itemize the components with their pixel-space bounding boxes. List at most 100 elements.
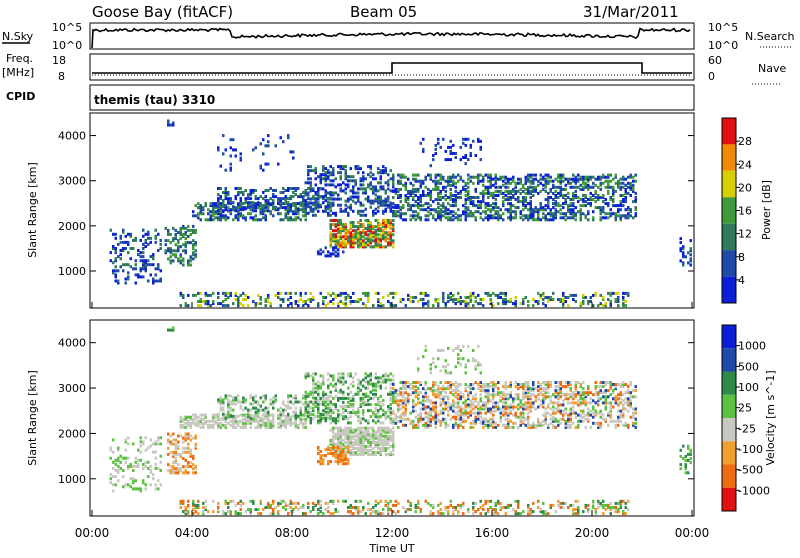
data-cell [250,394,253,397]
data-cell [455,190,458,193]
data-cell [422,292,425,295]
data-cell [110,259,113,262]
data-cell [335,450,338,453]
data-cell [172,249,175,252]
data-cell [367,449,370,452]
data-cell [535,186,538,189]
data-cell [532,381,535,384]
data-cell [577,186,580,189]
data-cell [425,389,428,392]
data-cell [260,424,263,427]
data-cell [290,296,293,299]
data-cell [212,292,215,295]
data-cell [255,209,258,212]
data-cell [480,389,483,392]
data-cell [347,397,350,400]
data-cell [182,465,185,468]
data-cell [330,383,333,386]
data-cell [472,196,475,199]
data-cell [240,401,243,404]
data-cell [617,204,620,207]
data-cell [492,426,495,429]
data-cell [220,418,223,421]
data-cell [260,207,263,210]
data-cell [390,445,393,448]
data-cell [300,418,303,421]
data-cell [252,300,255,303]
data-cell [110,457,113,460]
data-cell [400,403,403,406]
data-cell [485,383,488,386]
data-cell [240,420,243,423]
data-cell [220,407,223,410]
data-cell [370,200,373,203]
data-cell [217,302,220,305]
data-cell [235,403,238,406]
data-cell [187,451,190,454]
data-cell [367,403,370,406]
data-cell [550,418,553,421]
data-cell [330,206,333,209]
data-cell [387,294,390,297]
data-cell [242,414,245,417]
data-cell [600,302,603,305]
data-cell [587,184,590,187]
data-cell [157,233,160,236]
data-cell [425,416,428,419]
data-cell [475,188,478,191]
data-cell [182,294,185,297]
data-cell [582,204,585,207]
data-cell [550,180,553,183]
data-cell [260,405,263,408]
data-cell [467,178,470,181]
data-cell [400,298,403,301]
data-cell [327,169,330,172]
data-cell [592,182,595,185]
freq-tick-bottom: 8 [58,70,65,83]
data-cell [345,409,348,412]
data-cell [505,401,508,404]
data-cell [290,394,293,397]
data-cell [502,298,505,301]
data-cell [387,435,390,438]
data-cell [397,188,400,191]
data-cell [557,401,560,404]
data-cell [415,214,418,217]
data-cell [335,198,338,201]
data-cell [420,408,423,411]
data-cell [502,406,505,409]
data-cell [462,408,465,411]
data-cell [170,469,173,472]
data-cell [217,216,220,219]
data-cell [422,208,425,211]
data-cell [352,179,355,182]
data-cell [252,216,255,219]
data-cell [367,399,370,402]
data-cell [455,216,458,219]
data-cell [465,206,468,209]
data-cell [467,416,470,419]
data-cell [472,212,475,215]
data-cell [502,184,505,187]
data-cell [172,227,175,230]
data-cell [202,206,205,209]
data-cell [477,174,480,177]
data-cell [332,192,335,195]
data-cell [502,410,505,413]
data-cell [457,383,460,386]
data-cell [330,460,333,463]
data-cell [542,424,545,427]
data-cell [615,190,618,193]
data-cell [312,413,315,416]
data-cell [140,445,143,448]
data-cell [627,182,630,185]
data-cell [392,296,395,299]
data-cell [317,206,320,209]
data-cell [420,194,423,197]
data-cell [507,196,510,199]
data-cell [322,177,325,180]
data-cell [515,385,518,388]
data-cell [362,210,365,213]
data-cell [415,424,418,427]
data-cell [120,249,123,252]
